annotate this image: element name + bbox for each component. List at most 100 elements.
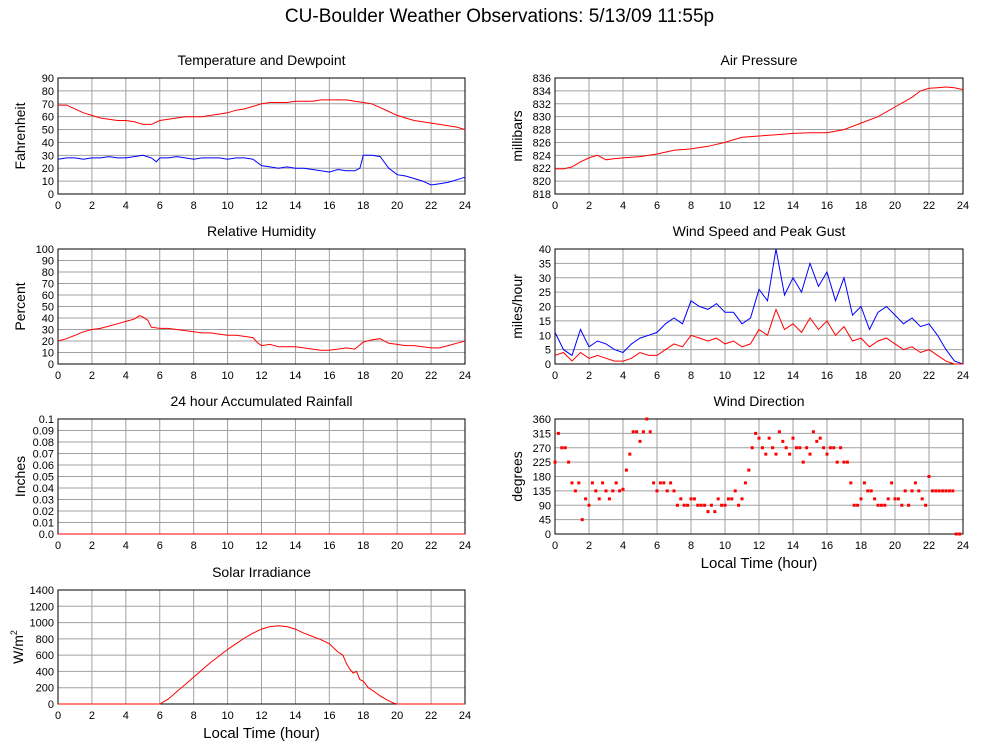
x-tick-label: 20 [889, 370, 901, 382]
x-tick-label: 20 [391, 200, 403, 212]
data-point [614, 481, 618, 485]
data-point [879, 503, 883, 507]
y-tick-label: 225 [533, 457, 551, 469]
data-point [607, 497, 611, 501]
y-tick-label: 828 [533, 125, 551, 137]
data-point [944, 489, 948, 493]
x-tick-label: 24 [459, 710, 471, 722]
x-tick-label: 8 [191, 370, 197, 382]
y-tick-label: 0.03 [33, 495, 54, 507]
series-line-0 [555, 86, 964, 170]
y-tick-label: 70 [42, 99, 54, 111]
x-tick-label: 10 [221, 540, 233, 552]
x-tick-label: 6 [654, 540, 660, 552]
x-tick-label: 12 [255, 710, 267, 722]
data-point [801, 460, 805, 464]
data-point [920, 497, 924, 501]
data-point [652, 481, 656, 485]
x-tick-label: 20 [889, 540, 901, 552]
chart-title: Wind Direction [713, 393, 804, 409]
y-tick-label: 315 [533, 428, 551, 440]
y-tick-label: 40 [539, 244, 551, 256]
data-point [893, 497, 897, 501]
data-point [631, 430, 635, 434]
x-tick-label: 4 [123, 540, 129, 552]
data-point [913, 481, 917, 485]
data-point [900, 503, 904, 507]
data-point [665, 489, 669, 493]
x-tick-label: 6 [157, 370, 163, 382]
x-tick-label: 4 [123, 710, 129, 722]
y-tick-label: 0 [48, 359, 54, 371]
data-point [876, 503, 880, 507]
x-tick-label: 14 [787, 370, 799, 382]
y-tick-label: 40 [42, 313, 54, 325]
x-tick-label: 24 [459, 540, 471, 552]
x-tick-label: 20 [889, 200, 901, 212]
y-tick-label: 1400 [30, 585, 54, 597]
x-tick-label: 14 [289, 200, 301, 212]
y-tick-label: 90 [539, 500, 551, 512]
data-point [757, 436, 761, 440]
y-axis-label: Fahrenheit [12, 102, 28, 169]
y-tick-label: 818 [533, 189, 551, 201]
x-tick-label: 0 [55, 370, 61, 382]
chart-title: Wind Speed and Peak Gust [673, 223, 846, 239]
y-axis-label: Inches [12, 456, 28, 497]
y-tick-label: 826 [533, 137, 551, 149]
y-axis-label: W/m2 [9, 630, 26, 664]
x-tick-label: 14 [289, 540, 301, 552]
x-tick-label: 10 [719, 200, 731, 212]
x-tick-label: 14 [289, 710, 301, 722]
data-point [842, 460, 846, 464]
data-point [849, 481, 853, 485]
y-tick-label: 0 [48, 189, 54, 201]
y-tick-label: 30 [42, 150, 54, 162]
data-point [743, 481, 747, 485]
x-tick-label: 10 [221, 710, 233, 722]
y-tick-label: 80 [42, 267, 54, 279]
data-point [604, 489, 608, 493]
data-point [577, 481, 581, 485]
data-point [611, 489, 615, 493]
series-line-0 [554, 248, 964, 365]
x-tick-label: 0 [55, 200, 61, 212]
y-tick-label: 800 [36, 634, 54, 646]
x-tick-label: 8 [688, 370, 694, 382]
data-point [641, 430, 645, 434]
y-tick-label: 30 [42, 325, 54, 337]
data-point [560, 446, 564, 450]
data-point [696, 503, 700, 507]
y-tick-label: 822 [533, 163, 551, 175]
y-tick-label: 0.01 [33, 518, 54, 530]
y-tick-label: 834 [533, 86, 551, 98]
data-point [706, 510, 710, 514]
x-tick-label: 6 [157, 200, 163, 212]
x-tick-label: 6 [654, 370, 660, 382]
data-point [553, 460, 557, 464]
data-point [808, 452, 812, 456]
plot-frame [554, 248, 964, 365]
x-tick-label: 8 [191, 540, 197, 552]
data-point [580, 518, 584, 522]
data-point [862, 481, 866, 485]
x-tick-label: 16 [323, 540, 335, 552]
chart-title: Temperature and Dewpoint [177, 52, 345, 68]
y-tick-label: 820 [533, 176, 551, 188]
data-point [798, 446, 802, 450]
y-tick-label: 0.07 [33, 449, 54, 461]
data-point [784, 446, 788, 450]
data-point [958, 532, 962, 536]
x-tick-label: 0 [55, 540, 61, 552]
plot-frame [554, 418, 964, 535]
y-tick-label: 836 [533, 73, 551, 85]
x-tick-label: 18 [357, 370, 369, 382]
data-point [679, 497, 683, 501]
y-tick-label: 135 [533, 486, 551, 498]
plot-frame [57, 248, 466, 365]
x-tick-label: 2 [586, 200, 592, 212]
data-point [682, 503, 686, 507]
series-line-0 [57, 315, 466, 351]
